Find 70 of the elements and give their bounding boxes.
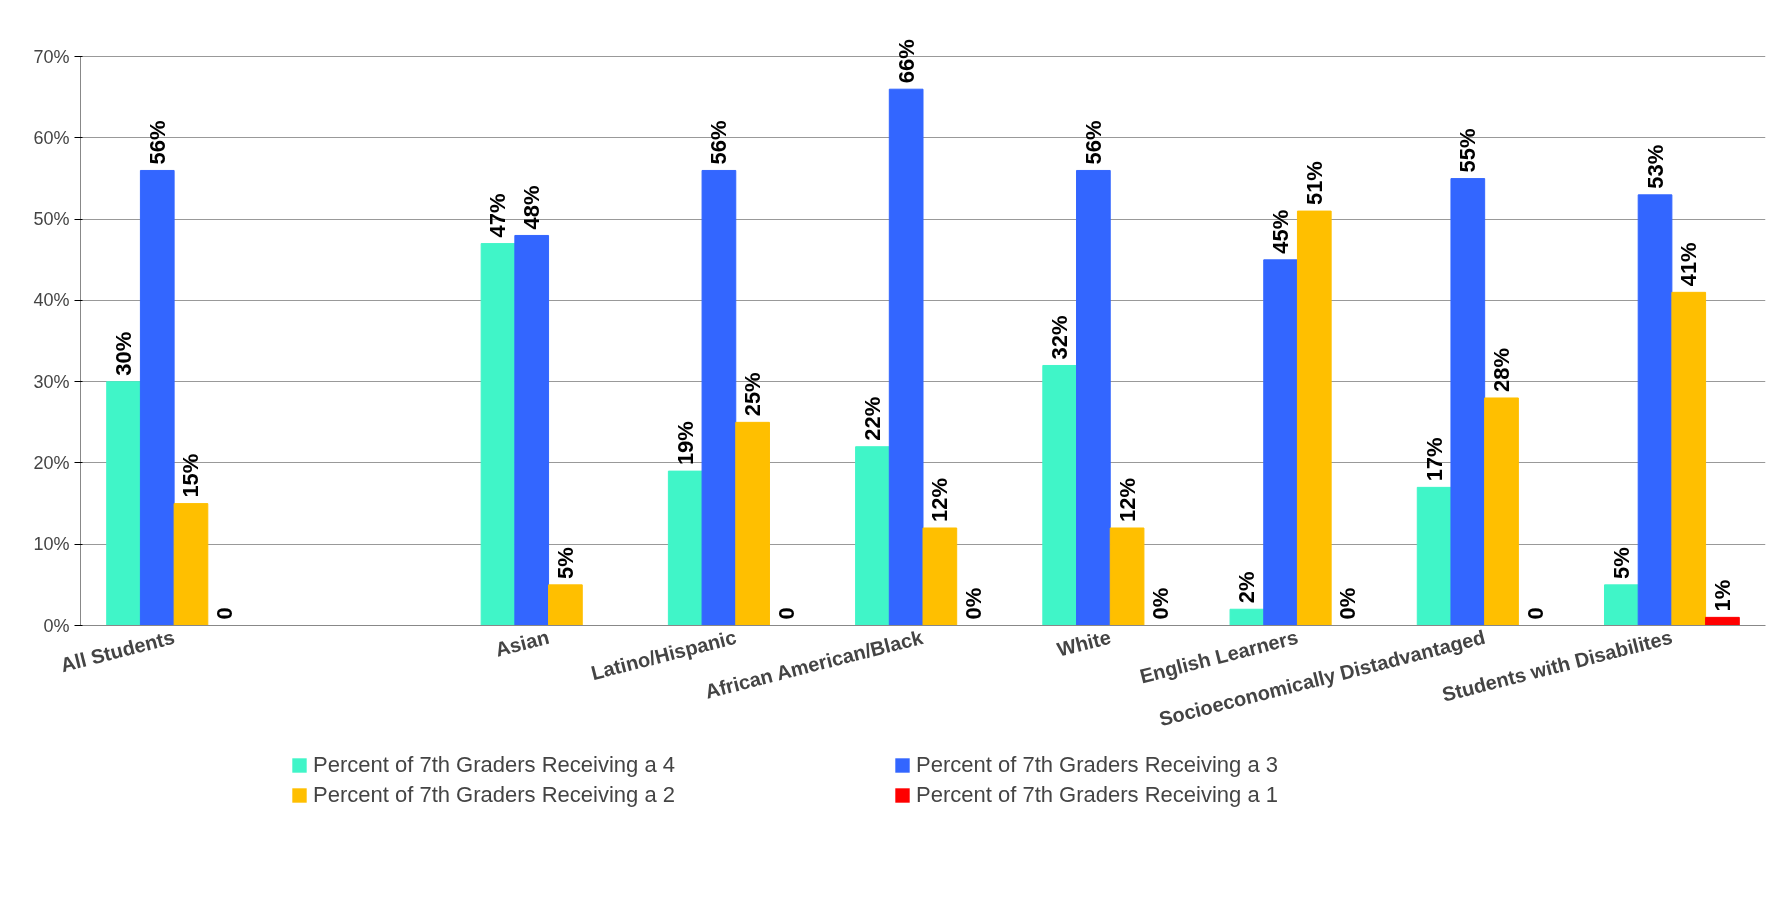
data-label: 53%	[1642, 144, 1668, 189]
data-label: 56%	[1080, 120, 1106, 165]
data-label: 30%	[111, 331, 137, 376]
legend-label: Percent of 7th Graders Receiving a 3	[916, 752, 1279, 778]
data-label: 56%	[144, 120, 170, 165]
bar	[106, 381, 141, 626]
bar	[888, 88, 924, 626]
data-label: 45%	[1268, 209, 1294, 254]
bar	[667, 470, 703, 626]
data-label: 56%	[706, 120, 732, 165]
bar	[1109, 527, 1145, 626]
data-label: 19%	[672, 421, 698, 466]
bar	[855, 446, 890, 626]
data-label: 28%	[1489, 347, 1515, 392]
data-label: 0	[773, 607, 799, 620]
x-tick-label: White	[1054, 625, 1113, 661]
bar	[1229, 608, 1265, 626]
y-tick-label: 20%	[33, 452, 70, 473]
bar	[548, 584, 583, 626]
y-tick-label: 40%	[33, 290, 70, 311]
data-label: 66%	[893, 39, 919, 84]
bar	[1671, 291, 1707, 626]
bar	[1637, 194, 1673, 626]
data-label: 5%	[552, 547, 578, 579]
data-label: 12%	[1114, 477, 1140, 522]
bar	[735, 421, 770, 626]
bar	[1076, 169, 1111, 626]
bar	[701, 169, 737, 626]
y-tick-label: 10%	[33, 534, 70, 555]
bar	[173, 503, 209, 626]
data-label: 25%	[740, 372, 766, 417]
legend-label: Percent of 7th Graders Receiving a 2	[313, 782, 676, 808]
data-label: 22%	[859, 396, 885, 441]
data-label: 0	[1522, 607, 1548, 620]
bar	[480, 243, 516, 626]
bar	[922, 527, 958, 626]
bar	[1484, 397, 1519, 626]
data-label: 47%	[485, 193, 511, 238]
y-tick-label: 70%	[33, 46, 70, 67]
legend-label: Percent of 7th Graders Receiving a 4	[313, 752, 676, 778]
bar	[1705, 616, 1740, 626]
y-tick-label: 0%	[43, 615, 70, 636]
data-label: 2%	[1234, 571, 1260, 604]
bar	[1416, 486, 1452, 626]
data-label: 55%	[1455, 128, 1481, 173]
data-label: 41%	[1676, 242, 1702, 287]
data-label: 51%	[1301, 161, 1327, 206]
y-tick-label: 50%	[33, 209, 70, 230]
data-label: 0	[212, 607, 238, 620]
bar	[139, 169, 175, 626]
data-label: 5%	[1608, 547, 1634, 579]
data-label: 0%	[961, 587, 987, 620]
y-tick-label: 60%	[33, 127, 70, 148]
data-label: 17%	[1421, 437, 1447, 482]
bar	[1450, 178, 1486, 626]
legend-label: Percent of 7th Graders Receiving a 1	[916, 782, 1279, 808]
bar	[1263, 259, 1298, 626]
bar	[1296, 210, 1332, 626]
data-label: 48%	[519, 185, 545, 230]
data-label: 32%	[1047, 315, 1073, 360]
bar	[514, 234, 550, 626]
x-tick-label: Asian	[493, 625, 552, 661]
data-label: 0%	[1148, 587, 1174, 620]
data-label: 15%	[178, 453, 204, 498]
bar	[1603, 584, 1639, 626]
bar	[1042, 364, 1078, 626]
data-label: 0%	[1335, 587, 1361, 620]
y-tick-label: 30%	[33, 371, 70, 392]
data-label: 12%	[927, 477, 953, 522]
data-label: 1%	[1709, 579, 1735, 612]
